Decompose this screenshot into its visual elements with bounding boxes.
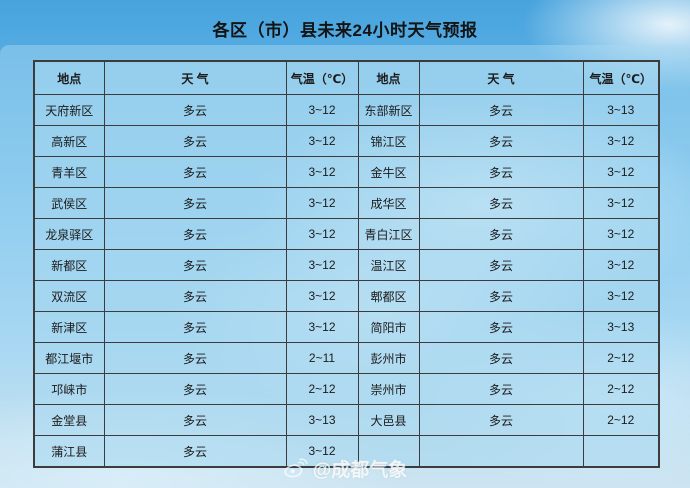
location-cell: 双流区 [33, 280, 105, 312]
weather-cell: 多云 [103, 373, 287, 405]
table-row: 新津区 多云 3~12 简阳市 多云 3~13 [33, 311, 660, 343]
temp-cell: 3~12 [285, 187, 359, 219]
weather-cell: 多云 [418, 342, 584, 374]
location-cell [357, 435, 420, 468]
weather-cell: 多云 [103, 342, 287, 374]
location-cell: 高新区 [33, 125, 105, 157]
temp-cell: 3~13 [582, 311, 660, 343]
table-row: 新都区 多云 3~12 温江区 多云 3~12 [33, 249, 660, 281]
location-cell: 都江堰市 [33, 342, 105, 374]
location-cell: 东部新区 [357, 94, 420, 126]
temp-cell: 3~12 [285, 311, 359, 343]
location-cell: 金牛区 [357, 156, 420, 188]
location-cell: 青羊区 [33, 156, 105, 188]
weather-cell [418, 435, 584, 468]
header-location-cell: 地点 [357, 60, 420, 95]
weather-cell: 多云 [418, 218, 584, 250]
watermark: @成都气象 [0, 455, 690, 482]
header-weather-cell: 天 气 [418, 60, 584, 95]
table-row: 双流区 多云 3~12 郫都区 多云 3~12 [33, 280, 660, 312]
forecast-table: 地点天 气气温（℃） 地点天 气气温（℃） 天府新区 多云 3~12 东部新区 多云 3~1… [33, 60, 660, 468]
header-weather-cell: 天 气 [103, 60, 287, 95]
temp-cell: 3~12 [285, 280, 359, 312]
temp-cell: 3~12 [582, 249, 660, 281]
temp-cell: 2~12 [285, 373, 359, 405]
weather-cell: 多云 [103, 404, 287, 436]
temp-cell: 3~13 [285, 404, 359, 436]
header-temp-cell: 气温（℃） [582, 60, 660, 95]
temp-cell: 3~12 [285, 94, 359, 126]
location-cell: 蒲江县 [33, 435, 105, 468]
weibo-logo-icon [283, 458, 308, 479]
location-cell: 邛崃市 [33, 373, 105, 405]
temp-cell: 2~12 [582, 373, 660, 405]
location-cell: 温江区 [357, 249, 420, 281]
table-row: 都江堰市 多云 2~11 彭州市 多云 2~12 [33, 342, 660, 374]
table-row: 青羊区 多云 3~12 金牛区 多云 3~12 [33, 156, 660, 188]
location-cell: 金堂县 [33, 404, 105, 436]
temp-cell: 2~11 [285, 342, 359, 374]
header-temp-cell: 气温（℃） [285, 60, 359, 95]
weather-cell: 多云 [418, 404, 584, 436]
location-cell: 新津区 [33, 311, 105, 343]
location-cell: 郫都区 [357, 280, 420, 312]
location-cell: 成华区 [357, 187, 420, 219]
temp-cell: 2~12 [582, 404, 660, 436]
temp-cell: 3~13 [582, 94, 660, 126]
table-row: 龙泉驿区 多云 3~12 青白江区 多云 3~12 [33, 218, 660, 250]
weather-cell: 多云 [418, 94, 584, 126]
weather-cell: 多云 [418, 311, 584, 343]
location-cell: 彭州市 [357, 342, 420, 374]
temp-cell: 3~12 [285, 218, 359, 250]
weather-cell: 多云 [103, 435, 287, 468]
weather-cell: 多云 [103, 249, 287, 281]
temp-cell: 3~12 [582, 125, 660, 157]
location-cell: 大邑县 [357, 404, 420, 436]
temp-cell: 3~12 [582, 156, 660, 188]
table-row: 邛崃市 多云 2~12 崇州市 多云 2~12 [33, 373, 660, 405]
weather-cell: 多云 [103, 187, 287, 219]
header-row: 地点天 气气温（℃） 地点天 气气温（℃） [33, 60, 660, 95]
temp-cell: 2~12 [582, 342, 660, 374]
weather-cell: 多云 [103, 311, 287, 343]
temp-cell: 3~12 [285, 125, 359, 157]
page-title: 各区（市）县未来24小时天气预报 [212, 21, 478, 40]
temp-cell: 3~12 [285, 156, 359, 188]
weather-cell: 多云 [103, 280, 287, 312]
weather-cell: 多云 [418, 156, 584, 188]
location-cell: 锦江区 [357, 125, 420, 157]
weather-cell: 多云 [103, 218, 287, 250]
location-cell: 天府新区 [33, 94, 105, 126]
temp-cell: 3~12 [582, 218, 660, 250]
location-cell: 简阳市 [357, 311, 420, 343]
weather-cell: 多云 [103, 94, 287, 126]
forecast-table-body: 天府新区 多云 3~12 东部新区 多云 3~13 高新区 多云 3~12 锦江区 多云 3~12 青羊… [33, 94, 660, 468]
temp-cell: 3~12 [582, 187, 660, 219]
location-cell: 龙泉驿区 [33, 218, 105, 250]
weather-cell: 多云 [418, 187, 584, 219]
weather-cell: 多云 [418, 373, 584, 405]
temp-cell [582, 435, 660, 468]
table-row: 金堂县 多云 3~13 大邑县 多云 2~12 [33, 404, 660, 436]
location-cell: 青白江区 [357, 218, 420, 250]
header-location-cell: 地点 [33, 60, 105, 95]
table-row: 蒲江县 多云 3~12 [33, 435, 660, 468]
table-row: 高新区 多云 3~12 锦江区 多云 3~12 [33, 125, 660, 157]
location-cell: 新都区 [33, 249, 105, 281]
location-cell: 武侯区 [33, 187, 105, 219]
weather-cell: 多云 [418, 249, 584, 281]
watermark-text: @成都气象 [312, 460, 408, 481]
weather-cell: 多云 [103, 156, 287, 188]
table-row: 武侯区 多云 3~12 成华区 多云 3~12 [33, 187, 660, 219]
weather-cell: 多云 [418, 125, 584, 157]
temp-cell: 3~12 [582, 280, 660, 312]
temp-cell: 3~12 [285, 249, 359, 281]
weather-cell: 多云 [418, 280, 584, 312]
table-row: 天府新区 多云 3~12 东部新区 多云 3~13 [33, 94, 660, 126]
location-cell: 崇州市 [357, 373, 420, 405]
forecast-table-header: 地点天 气气温（℃） 地点天 气气温（℃） [33, 60, 660, 95]
weather-cell: 多云 [103, 125, 287, 157]
